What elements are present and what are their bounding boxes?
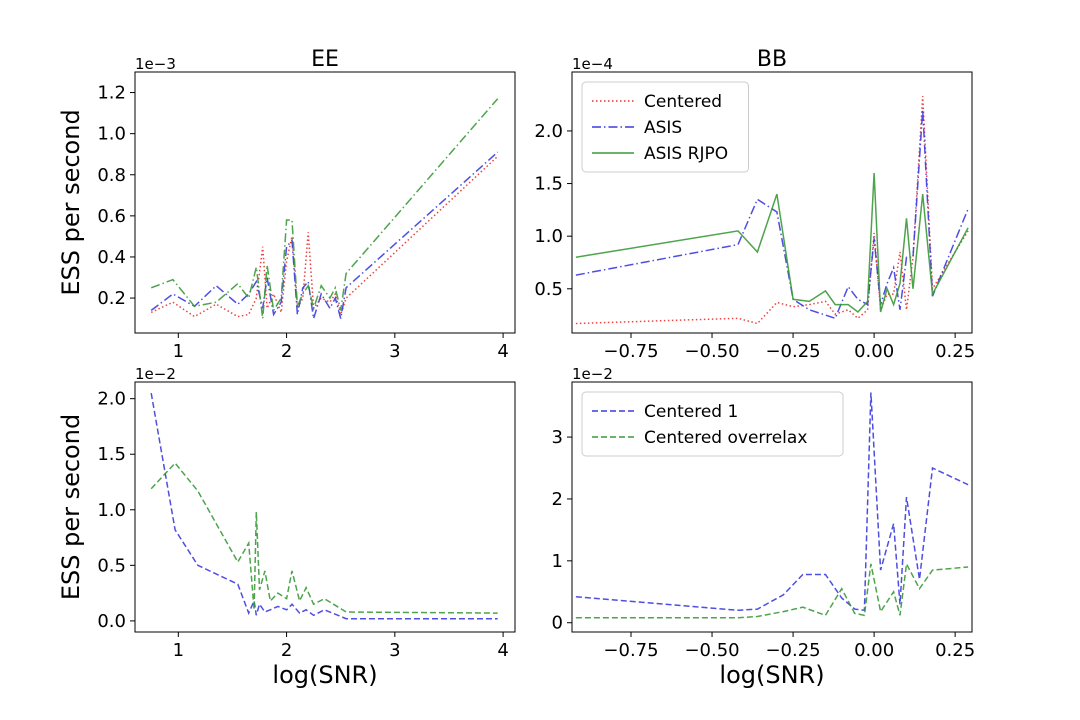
series-line xyxy=(150,392,498,620)
x-axis-label: log(SNR) xyxy=(272,661,377,689)
x-tick-label: 2 xyxy=(281,341,292,362)
series-line xyxy=(150,98,499,319)
x-tick-label: 3 xyxy=(389,640,400,661)
legend-box xyxy=(581,81,749,173)
x-tick-label: −0.75 xyxy=(603,640,658,661)
series-line xyxy=(575,96,969,325)
subplot-title: EE xyxy=(311,47,339,72)
y-tick-label: 1.5 xyxy=(534,174,563,195)
x-tick-label: −0.75 xyxy=(603,341,658,362)
plot-frame xyxy=(134,71,516,334)
y-tick-label: 1 xyxy=(552,551,563,572)
y-axis-label: ESS per second xyxy=(57,109,85,295)
y-axis-label: ESS per second xyxy=(57,414,85,600)
legend: Centered ASIS ASIS RJPO xyxy=(581,81,749,173)
x-tick-label: 2 xyxy=(281,640,292,661)
legend-label: Centered 1 xyxy=(644,402,738,422)
offset-text: 1e−3 xyxy=(135,55,176,73)
y-tick-label: 2 xyxy=(552,489,563,510)
offset-text: 1e−4 xyxy=(572,55,613,73)
y-tick-label: 2.0 xyxy=(97,389,126,410)
y-tick-label: 0.0 xyxy=(97,611,126,632)
y-tick-label: 0.8 xyxy=(97,165,126,186)
legend: Centered 1 Centered overrelax xyxy=(581,391,844,457)
x-tick-label: 0.25 xyxy=(935,341,975,362)
series-line xyxy=(150,155,499,318)
legend-label: ASIS RJPO xyxy=(644,144,728,164)
y-tick-label: 1.5 xyxy=(97,444,126,465)
y-tick-label: 2.0 xyxy=(534,121,563,142)
x-tick-label: −0.25 xyxy=(765,341,820,362)
plot-frame xyxy=(571,381,973,633)
plot-frame xyxy=(134,381,516,633)
x-tick-label: 1 xyxy=(173,640,184,661)
series-line xyxy=(575,561,969,619)
y-tick-label: 0.6 xyxy=(97,206,126,227)
legend-label: Centered xyxy=(644,92,722,112)
y-tick-label: 0.2 xyxy=(97,288,126,309)
x-tick-label: 3 xyxy=(389,341,400,362)
legend-label: ASIS xyxy=(644,118,682,138)
offset-text: 1e−2 xyxy=(135,365,176,383)
plot-frame xyxy=(571,71,973,334)
y-tick-label: 1.0 xyxy=(97,124,126,145)
x-tick-label: −0.50 xyxy=(684,640,739,661)
x-tick-label: 4 xyxy=(497,341,508,362)
x-tick-label: 0.25 xyxy=(935,640,975,661)
x-tick-label: −0.25 xyxy=(765,640,820,661)
subplot-title: BB xyxy=(757,47,787,72)
y-tick-label: 0.5 xyxy=(534,279,563,300)
x-tick-label: 0.00 xyxy=(854,341,894,362)
legend-box xyxy=(581,391,844,457)
y-tick-label: 0 xyxy=(552,613,563,634)
x-tick-label: −0.50 xyxy=(684,341,739,362)
x-tick-label: 1 xyxy=(173,341,184,362)
series-line xyxy=(150,461,498,614)
series-line xyxy=(150,151,499,319)
y-tick-label: 0.5 xyxy=(97,555,126,576)
x-tick-label: 4 xyxy=(497,640,508,661)
x-axis-label: log(SNR) xyxy=(719,661,824,689)
y-tick-label: 0.4 xyxy=(97,247,126,268)
x-tick-label: 0.00 xyxy=(854,640,894,661)
y-tick-label: 1.0 xyxy=(534,226,563,247)
y-tick-label: 1.2 xyxy=(97,83,126,104)
series-line xyxy=(575,172,969,314)
y-tick-label: 1.0 xyxy=(97,500,126,521)
offset-text: 1e−2 xyxy=(572,365,613,383)
y-tick-label: 3 xyxy=(552,427,563,448)
legend-label: Centered overrelax xyxy=(644,428,807,448)
